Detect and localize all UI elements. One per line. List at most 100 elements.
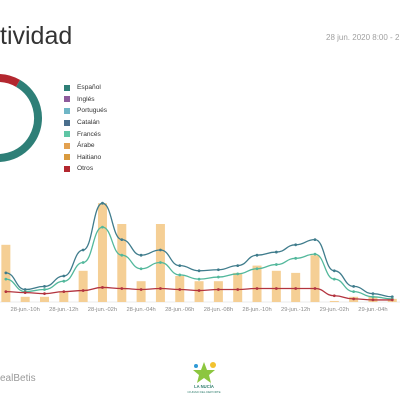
bar-11 [213,281,223,302]
bar-5 [97,203,107,302]
series-point-3-1 [23,291,27,295]
kpi-label: Participantes [246,155,294,164]
series-point-2-2 [43,288,46,291]
bar-1 [20,296,30,302]
x-tick-label: 28-jun.-08h [204,307,233,313]
language-legend: Español Inglés Portugués Catalán Francés… [64,82,107,175]
series-point-2-0 [4,277,8,281]
series-point-1-20 [390,295,394,299]
bar-4 [78,270,88,302]
kpi-value: 8.616 [323,134,367,153]
x-tick-label: 28-jun.-02h [88,307,117,313]
kpi-card-participantes: 16K Participantes [237,127,303,169]
series-point-1-17 [332,269,336,273]
series-point-1-14 [274,250,278,254]
bar-7 [136,281,146,302]
legend-label: Inglés [77,95,95,103]
bar-14 [271,270,281,302]
legend-label: Otros [77,165,94,173]
x-tick-label: 28-jun.-10h [11,307,40,313]
series-point-1-15 [294,243,298,247]
x-tick-label: 28-jun.-12h [49,307,78,313]
legend-swatch [64,154,70,161]
series-point-1-9 [178,264,182,267]
legend-swatch [64,119,70,126]
legend-swatch [64,165,70,172]
series-point-3-13 [255,287,259,290]
legend-swatch [64,96,70,103]
star-logo-icon [193,362,216,383]
series-point-2-18 [352,290,356,293]
legend-label: Árabe [77,142,95,150]
series-point-1-1 [23,288,27,291]
series-point-2-13 [255,267,259,271]
series-point-2-10 [197,277,201,281]
page-title: tividad [0,22,73,50]
series-point-2-4 [81,261,85,264]
donut-slice-7 [0,74,42,162]
series-point-3-11 [216,288,220,291]
series-point-3-12 [236,288,240,291]
legend-label: Catalán [77,119,100,127]
legend-swatch [64,142,70,149]
kpi-value: 16K [254,134,286,153]
series-point-1-19 [371,292,375,296]
legend-swatch [64,107,70,114]
activity-timeline-chart: 28-jun.-10h 28-jun.-12h 28-jun.-02h 28-jun.… [0,201,400,313]
series-point-1-3 [62,274,66,278]
series-point-2-16 [313,252,317,256]
series-point-1-12 [236,264,240,267]
series-point-1-2 [43,285,46,288]
series-point-2-3 [62,279,66,283]
kpi-card-partial: 6 In [385,127,400,169]
legend-item-frances[interactable]: Francés [64,128,107,140]
series-point-1-7 [139,253,143,257]
series-point-2-12 [236,272,240,276]
kpi-card-imagenes: 8.616 Imágenes [312,127,378,169]
legend-item-otros[interactable]: Otros [64,163,107,175]
series-point-3-3 [62,290,66,293]
x-tick-label: 29-jun.-02h [320,307,349,313]
series-point-1-4 [81,248,85,252]
legend-item-arabe[interactable]: Árabe [64,140,107,152]
series-point-2-7 [139,267,143,271]
series-point-2-5 [101,225,104,229]
kpi-label: Imágenes [327,155,363,164]
date-range-label: 28 jun. 2020 8:00 - 2 [326,33,400,42]
bar-12 [233,272,243,302]
series-point-3-8 [159,287,162,290]
bar-3 [59,291,69,302]
series-point-3-7 [139,288,143,291]
series-point-3-14 [274,287,278,290]
legend-item-espanol[interactable]: Español [64,82,107,94]
series-point-3-5 [101,286,104,289]
legend-item-ingles[interactable]: Inglés [64,94,107,106]
series-point-3-10 [197,289,201,292]
series-point-1-16 [313,238,317,241]
series-point-2-11 [216,275,220,279]
series-point-1-18 [352,285,356,288]
la-nucia-logo: LA NUCÍA CIUDAD DEL DEPORTE [186,360,222,396]
x-tick-label: 29-jun.-04h [358,307,387,313]
bar-13 [252,265,262,302]
series-point-3-17 [332,294,336,298]
series-point-3-2 [43,292,46,296]
kpi-card-tweets: 28K Tweets [162,127,228,169]
legend-label: Haitiano [77,153,102,161]
series-point-3-16 [313,287,317,290]
legend-swatch [64,84,70,91]
series-point-1-11 [216,268,220,272]
series-point-1-0 [4,271,8,275]
series-point-3-15 [294,287,298,290]
series-point-3-18 [352,297,356,301]
series-point-3-4 [81,289,85,292]
x-tick-label: 28-jun.-06h [165,307,194,313]
legend-swatch [64,131,70,138]
logo-subtitle: CIUDAD DEL DEPORTE [187,390,221,394]
legend-item-haitiano[interactable]: Haitiano [64,152,107,164]
series-point-1-5 [101,201,104,205]
legend-item-catalan[interactable]: Catalán [64,117,107,129]
legend-item-portugues[interactable]: Portugués [64,105,107,117]
series-point-2-8 [159,261,162,264]
legend-label: Español [77,84,101,92]
